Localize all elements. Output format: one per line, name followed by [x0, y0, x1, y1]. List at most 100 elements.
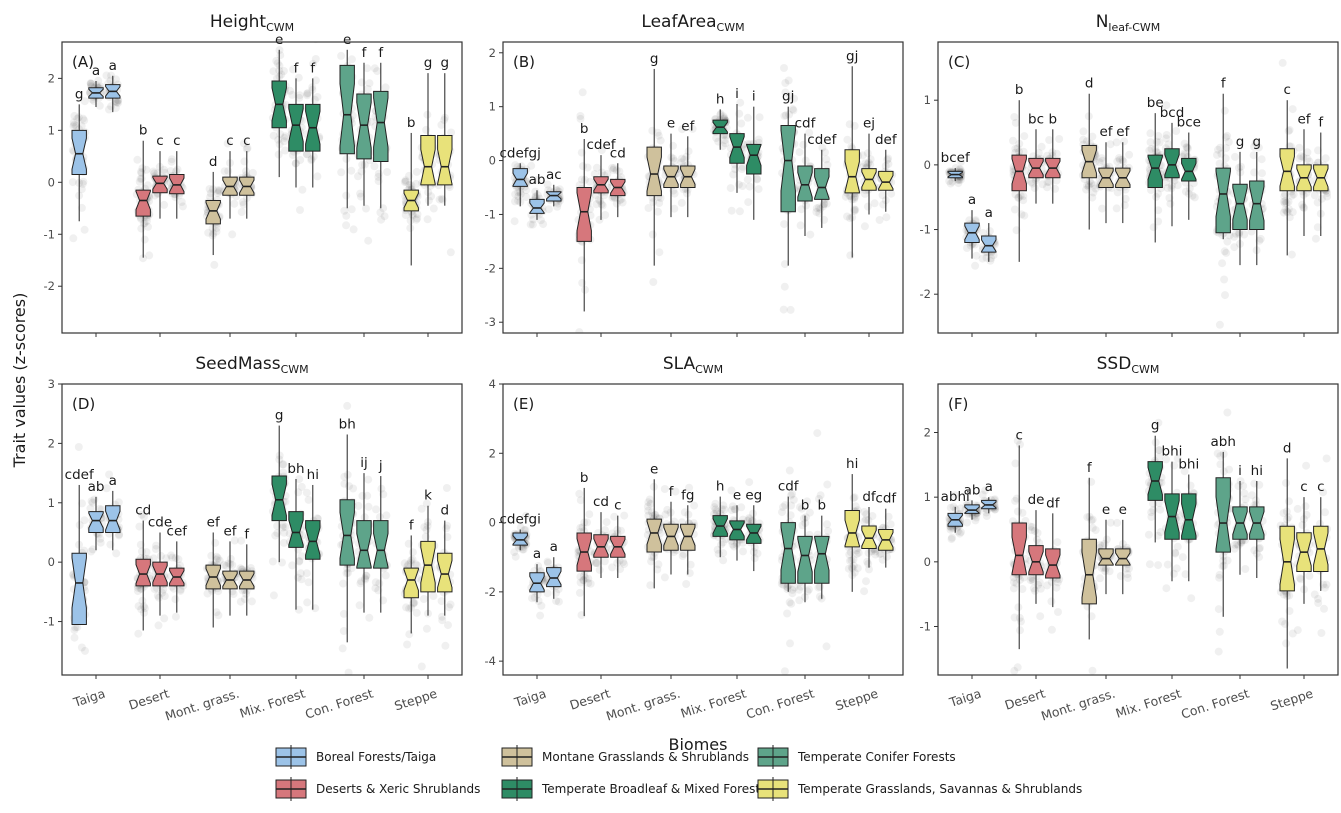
- raw-point: [727, 206, 736, 215]
- significance-letter: a: [985, 205, 993, 221]
- raw-point: [620, 560, 629, 569]
- significance-letter: bcef: [941, 150, 971, 166]
- y-tick-label: 1: [924, 490, 931, 504]
- raw-point: [790, 94, 799, 103]
- raw-point: [710, 503, 719, 512]
- raw-point: [719, 549, 728, 558]
- raw-point: [978, 254, 987, 263]
- significance-letter: df: [862, 489, 877, 505]
- raw-point: [1164, 140, 1173, 149]
- raw-point: [528, 220, 537, 229]
- panel-tag: (D): [72, 395, 95, 413]
- raw-point: [649, 278, 658, 286]
- raw-point: [719, 112, 728, 121]
- raw-point: [360, 513, 369, 522]
- raw-point: [783, 609, 792, 618]
- raw-point: [514, 543, 523, 552]
- raw-point: [728, 540, 737, 549]
- y-tick-label: 2: [489, 446, 496, 460]
- raw-point: [150, 191, 159, 200]
- raw-point: [644, 511, 653, 520]
- raw-point: [610, 512, 619, 521]
- raw-point: [585, 510, 594, 519]
- raw-point: [1222, 144, 1231, 152]
- box: [1045, 548, 1061, 579]
- panel-title-subscript: CWM: [281, 363, 309, 376]
- plot-area: [510, 64, 897, 333]
- raw-point: [1322, 454, 1331, 463]
- raw-point: [578, 162, 587, 171]
- raw-point: [1097, 154, 1106, 163]
- y-tick-label: -2: [44, 279, 55, 293]
- raw-point: [1010, 113, 1019, 121]
- raw-point: [150, 585, 159, 593]
- box: [746, 523, 762, 544]
- raw-point: [843, 135, 852, 144]
- significance-letter: f: [244, 526, 250, 542]
- raw-point: [214, 611, 223, 620]
- raw-point: [608, 529, 617, 538]
- raw-point: [786, 491, 795, 500]
- raw-point: [678, 125, 687, 134]
- raw-point: [783, 585, 792, 594]
- raw-point: [1009, 136, 1017, 145]
- raw-point: [790, 583, 799, 592]
- raw-point: [441, 641, 450, 650]
- raw-point: [273, 529, 282, 538]
- significance-letter: eg: [745, 487, 762, 503]
- raw-point: [1298, 200, 1307, 209]
- raw-point: [1053, 538, 1062, 547]
- raw-point: [592, 163, 601, 172]
- raw-point: [1102, 535, 1111, 544]
- raw-point: [972, 251, 981, 260]
- raw-point: [719, 142, 727, 151]
- raw-point: [982, 512, 991, 520]
- significance-letter: abh: [1210, 434, 1235, 450]
- raw-point: [1257, 155, 1266, 164]
- raw-point: [799, 140, 808, 149]
- raw-point: [1180, 151, 1189, 159]
- raw-point: [748, 516, 757, 525]
- raw-point: [887, 189, 896, 198]
- significance-letter: ef: [1099, 124, 1113, 140]
- raw-point: [149, 167, 158, 176]
- raw-point: [1016, 575, 1024, 584]
- raw-point: [656, 136, 665, 145]
- raw-point: [617, 526, 625, 535]
- raw-point: [1043, 581, 1052, 590]
- raw-point: [1154, 418, 1163, 427]
- box: [105, 505, 121, 533]
- raw-point: [718, 538, 727, 547]
- raw-point: [138, 596, 147, 605]
- raw-point: [1284, 513, 1293, 522]
- raw-point: [339, 609, 348, 618]
- raw-point: [137, 547, 146, 556]
- raw-point: [138, 164, 147, 173]
- raw-point: [784, 76, 793, 85]
- raw-point: [160, 200, 169, 209]
- raw-point: [1317, 194, 1326, 203]
- raw-point: [424, 196, 433, 205]
- raw-point: [963, 244, 971, 252]
- raw-point: [670, 157, 679, 166]
- box: [844, 509, 860, 548]
- panel-title-main: SeedMass: [195, 354, 280, 374]
- raw-point: [824, 527, 833, 535]
- raw-point: [240, 595, 249, 604]
- raw-point: [554, 585, 563, 594]
- raw-point: [755, 113, 764, 122]
- raw-point: [276, 51, 285, 60]
- raw-point: [311, 76, 320, 85]
- raw-point: [1035, 578, 1044, 587]
- significance-letter: g: [1253, 134, 1262, 150]
- raw-point: [750, 543, 759, 552]
- raw-point: [796, 221, 805, 230]
- raw-point: [1278, 617, 1287, 626]
- raw-point: [601, 526, 609, 535]
- raw-point: [684, 510, 693, 519]
- raw-point: [528, 594, 536, 603]
- x-category-label: Con. Forest: [1179, 686, 1251, 722]
